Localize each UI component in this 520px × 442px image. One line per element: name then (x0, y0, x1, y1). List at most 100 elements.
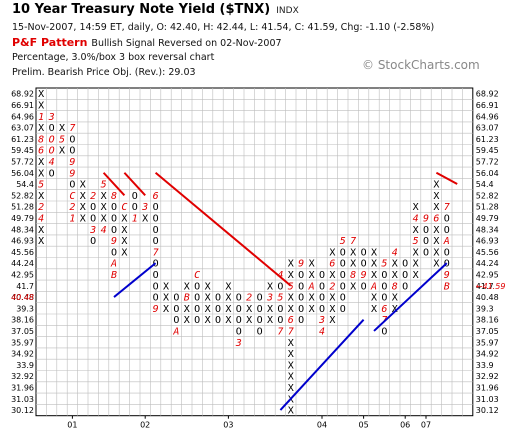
pf-month-mark: B (111, 270, 117, 281)
pf-o-mark: O (111, 225, 117, 236)
pf-x-mark: X (163, 304, 169, 315)
pf-month-mark: 7 (350, 236, 356, 247)
pf-o-mark: O (236, 326, 242, 337)
y-tick-label-right: 63.07 (476, 124, 499, 133)
pf-x-mark: X (392, 293, 398, 304)
chart-title: 10 Year Treasury Note Yield ($TNX) INDX (12, 2, 299, 17)
pf-month-mark: 5 (381, 259, 387, 270)
pf-x-mark: X (413, 247, 419, 258)
pf-o-mark: O (444, 247, 450, 258)
pf-o-mark: O (215, 315, 221, 326)
pf-month-mark: C (121, 202, 127, 213)
x-tick-label: 04 (317, 421, 327, 430)
y-tick-label-left: 32.92 (11, 372, 34, 381)
pf-x-mark: X (329, 293, 335, 304)
y-tick-label-left: 51.28 (11, 203, 34, 212)
pf-x-mark: X (288, 338, 294, 349)
y-tick-label-right: 34.92 (476, 350, 499, 359)
pf-month-mark: 7 (277, 326, 283, 337)
pf-x-mark: X (267, 315, 273, 326)
grid (36, 88, 473, 416)
pf-x-mark: X (433, 180, 439, 191)
pf-month-mark: 5 (38, 180, 44, 191)
pattern-label: P&F Pattern (12, 36, 88, 49)
pf-month-mark: 3 (235, 338, 242, 349)
y-tick-label-right: 44.24 (476, 259, 499, 268)
y-tick-label-right: 38.16 (476, 316, 499, 325)
y-tick-label-right: 64.96 (476, 112, 499, 121)
pf-o-mark: O (194, 281, 200, 292)
pf-x-mark: X (59, 123, 65, 134)
pf-month-mark: B (444, 281, 450, 292)
pf-o-mark: O (423, 225, 429, 236)
pf-x-mark: X (309, 259, 315, 270)
y-tick-label-right: 68.92 (476, 90, 499, 99)
pf-x-mark: X (433, 225, 439, 236)
pf-month-mark: 3 (318, 315, 325, 326)
pf-o-mark: O (361, 247, 367, 258)
pf-month-mark: 4 (319, 326, 325, 337)
pf-month-mark: 7 (69, 123, 75, 134)
pf-o-mark: O (153, 270, 159, 281)
x-tick-label: 02 (140, 421, 150, 430)
pf-x-mark: X (371, 293, 377, 304)
pf-o-mark: O (257, 293, 263, 304)
pf-month-mark: 3 (48, 112, 55, 123)
pf-x-mark: X (329, 270, 335, 281)
pf-x-mark: X (329, 304, 335, 315)
y-tick-label-right: 54.4 (476, 180, 494, 189)
y-tick-label-left: 31.03 (11, 395, 34, 404)
support-trendline (113, 262, 157, 298)
pf-x-mark: X (433, 236, 439, 247)
pf-month-mark: 6 (153, 191, 159, 202)
pf-o-mark: O (277, 315, 283, 326)
pf-x-mark: X (101, 191, 107, 202)
y-tick-label-left: 41.7 (16, 282, 34, 291)
pf-month-mark: 2 (38, 202, 44, 213)
pf-x-mark: X (163, 293, 169, 304)
pf-month-mark: 9 (69, 157, 75, 168)
pf-x-mark: X (392, 259, 398, 270)
pf-o-mark: O (444, 213, 450, 224)
y-tick-label-right: 32.92 (476, 372, 499, 381)
pf-month-mark: 8 (111, 191, 117, 202)
pf-x-mark: X (371, 304, 377, 315)
pf-x-mark: X (413, 225, 419, 236)
pf-o-mark: O (340, 304, 346, 315)
y-tick-label-left: 64.96 (11, 112, 34, 121)
y-tick-label-left: 35.97 (11, 338, 34, 347)
pf-x-mark: X (38, 168, 44, 179)
y-tick-label-left: 44.24 (11, 259, 34, 268)
pf-o-mark: O (257, 315, 263, 326)
y-tick-label-right: 45.56 (476, 248, 499, 257)
pf-x-mark: X (288, 259, 294, 270)
pf-month-mark: 9 (69, 168, 75, 179)
pf-o-mark: O (298, 270, 304, 281)
pf-month-mark: 9 (298, 259, 304, 270)
y-tick-label-left: 39.3 (16, 304, 34, 313)
pf-x-mark: X (38, 236, 44, 247)
pf-month-mark: 4 (392, 247, 398, 258)
last-price-left: 40.48 (11, 293, 34, 302)
y-tick-label-left: 66.91 (11, 101, 34, 110)
pf-x-mark: X (101, 202, 107, 213)
pf-month-mark: C (194, 270, 200, 281)
pf-o-mark: O (173, 293, 179, 304)
pf-month-mark: 2 (90, 191, 96, 202)
pf-x-mark: X (433, 247, 439, 258)
pf-o-mark: O (319, 281, 325, 292)
pf-month-mark: 6 (381, 304, 387, 315)
y-tick-label-left: 38.16 (11, 316, 34, 325)
pf-month-mark: A (110, 259, 117, 270)
pf-x-mark: X (246, 304, 252, 315)
pf-month-mark: 2 (246, 293, 252, 304)
pf-x-mark: X (288, 349, 294, 360)
pf-month-mark: B (184, 293, 190, 304)
pf-month-mark: 6 (38, 146, 44, 157)
pf-month-mark: 2 (329, 281, 335, 292)
pf-o-mark: O (111, 202, 117, 213)
y-tick-label-right: 57.72 (476, 157, 499, 166)
y-tick-label-right: 46.93 (476, 237, 499, 246)
pf-o-mark: O (361, 281, 367, 292)
